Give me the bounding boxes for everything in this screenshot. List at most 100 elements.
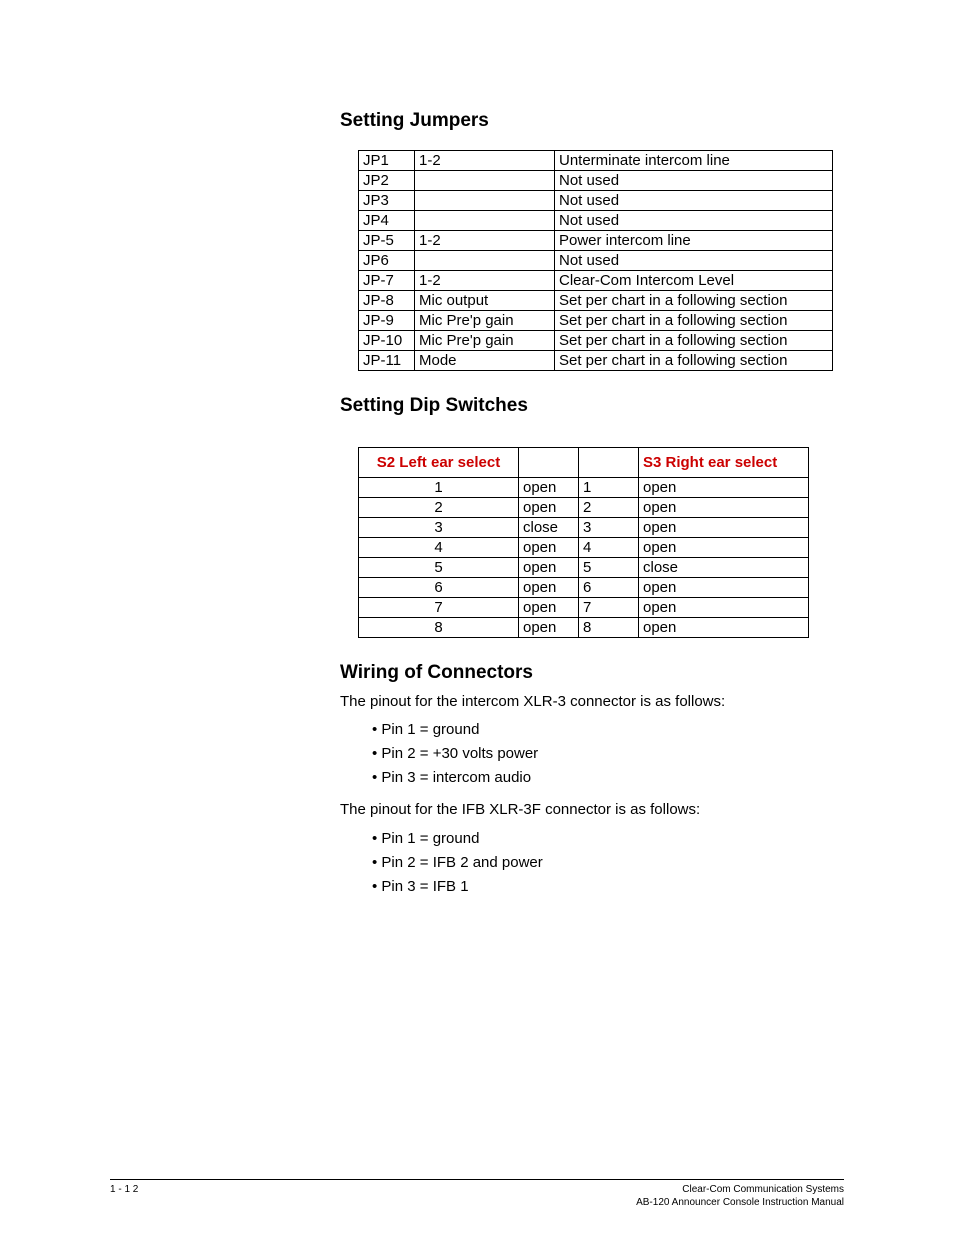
table-cell: open [639, 538, 809, 558]
table-row: JP-11ModeSet per chart in a following se… [359, 351, 833, 371]
table-cell: open [639, 598, 809, 618]
table-cell: 2 [579, 498, 639, 518]
table-row: JP-10Mic Pre'p gainSet per chart in a fo… [359, 331, 833, 351]
table-cell: 7 [579, 598, 639, 618]
wiring-intro1: The pinout for the intercom XLR-3 connec… [340, 692, 844, 712]
table-row: 7open7open [359, 598, 809, 618]
table-row: 6open6open [359, 578, 809, 598]
table-cell: open [639, 518, 809, 538]
table-row: 5open5close [359, 558, 809, 578]
dip-header-row: S2 Left ear select S3 Right ear select [359, 448, 809, 478]
table-row: 4open4open [359, 538, 809, 558]
table-cell: Mode [415, 351, 555, 371]
dip-header-s2: S2 Left ear select [359, 448, 519, 478]
list-item: Pin 3 = intercom audio [386, 766, 844, 790]
table-cell: 3 [359, 518, 519, 538]
footer-right: Clear-Com Communication Systems AB-120 A… [636, 1184, 844, 1209]
table-cell: open [519, 538, 579, 558]
wiring-list2: Pin 1 = groundPin 2 = IFB 2 and powerPin… [340, 827, 844, 899]
table-cell: Mic Pre'p gain [415, 331, 555, 351]
table-cell: Set per chart in a following section [555, 311, 833, 331]
list-item: Pin 2 = IFB 2 and power [386, 851, 844, 875]
table-cell: JP-7 [359, 271, 415, 291]
table-cell: Not used [555, 191, 833, 211]
content-area: Setting Jumpers JP11-2Unterminate interc… [340, 110, 844, 899]
table-cell: JP4 [359, 211, 415, 231]
table-cell: open [519, 598, 579, 618]
table-cell: open [639, 478, 809, 498]
heading-jumpers: Setting Jumpers [340, 110, 844, 132]
table-cell: 6 [359, 578, 519, 598]
table-cell: JP-10 [359, 331, 415, 351]
table-cell: Clear-Com Intercom Level [555, 271, 833, 291]
table-row: JP3 Not used [359, 191, 833, 211]
heading-wiring: Wiring of Connectors [340, 662, 844, 684]
dip-tbody: 1open1open2open2open3close3open4open4ope… [359, 478, 809, 638]
table-row: JP-8Mic outputSet per chart in a followi… [359, 291, 833, 311]
table-cell: Power intercom line [555, 231, 833, 251]
table-cell: open [519, 578, 579, 598]
table-cell: 8 [579, 618, 639, 638]
table-cell: open [639, 618, 809, 638]
table-cell: JP6 [359, 251, 415, 271]
footer-company: Clear-Com Communication Systems [636, 1184, 844, 1197]
table-row: 8open8open [359, 618, 809, 638]
table-row: JP4Not used [359, 211, 833, 231]
table-cell: open [519, 618, 579, 638]
table-row: JP2 Not used [359, 171, 833, 191]
table-cell [415, 171, 555, 191]
jumpers-table: JP11-2Unterminate intercom lineJP2 Not us… [358, 150, 833, 371]
table-cell: 1-2 [415, 271, 555, 291]
list-item: Pin 1 = ground [386, 718, 844, 742]
table-cell: open [519, 478, 579, 498]
dip-header-blank1 [519, 448, 579, 478]
table-cell: 3 [579, 518, 639, 538]
dip-table: S2 Left ear select S3 Right ear select 1… [358, 447, 809, 638]
dip-header-blank2 [579, 448, 639, 478]
table-row: JP-9Mic Pre'p gainSet per chart in a fol… [359, 311, 833, 331]
table-cell [415, 211, 555, 231]
table-cell: 4 [359, 538, 519, 558]
table-row: JP-51-2Power intercom line [359, 231, 833, 251]
page-footer: 1 - 1 2 Clear-Com Communication Systems … [110, 1179, 844, 1209]
list-item: Pin 3 = IFB 1 [386, 875, 844, 899]
table-row: JP-71-2Clear-Com Intercom Level [359, 271, 833, 291]
jumpers-tbody: JP11-2Unterminate intercom lineJP2 Not us… [359, 151, 833, 371]
wiring-intro2: The pinout for the IFB XLR-3F connector … [340, 800, 844, 820]
table-cell: 1-2 [415, 151, 555, 171]
table-cell: 1 [579, 478, 639, 498]
table-cell: 4 [579, 538, 639, 558]
table-cell: JP-11 [359, 351, 415, 371]
table-cell: 5 [359, 558, 519, 578]
table-cell: JP2 [359, 171, 415, 191]
table-cell: JP-8 [359, 291, 415, 311]
dip-header-s3: S3 Right ear select [639, 448, 809, 478]
table-cell: JP3 [359, 191, 415, 211]
table-row: 1open1open [359, 478, 809, 498]
table-row: 3close3open [359, 518, 809, 538]
wiring-list1: Pin 1 = groundPin 2 = +30 volts powerPin… [340, 718, 844, 790]
table-cell: 1 [359, 478, 519, 498]
table-cell: 5 [579, 558, 639, 578]
table-row: JP6Not used [359, 251, 833, 271]
table-cell: 2 [359, 498, 519, 518]
heading-dip: Setting Dip Switches [340, 395, 844, 417]
table-cell: Set per chart in a following section [555, 291, 833, 311]
table-cell: 8 [359, 618, 519, 638]
table-cell: close [639, 558, 809, 578]
page-container: Setting Jumpers JP11-2Unterminate interc… [0, 0, 954, 1235]
table-cell: 7 [359, 598, 519, 618]
footer-manual: AB-120 Announcer Console Instruction Man… [636, 1197, 844, 1210]
table-row: 2open2open [359, 498, 809, 518]
table-cell [415, 251, 555, 271]
list-item: Pin 2 = +30 volts power [386, 742, 844, 766]
table-cell: JP-5 [359, 231, 415, 251]
table-cell: Set per chart in a following section [555, 351, 833, 371]
table-cell: Not used [555, 171, 833, 191]
table-row: JP11-2Unterminate intercom line [359, 151, 833, 171]
list-item: Pin 1 = ground [386, 827, 844, 851]
table-cell: open [639, 578, 809, 598]
table-cell [415, 191, 555, 211]
table-cell: 6 [579, 578, 639, 598]
table-cell: open [519, 498, 579, 518]
